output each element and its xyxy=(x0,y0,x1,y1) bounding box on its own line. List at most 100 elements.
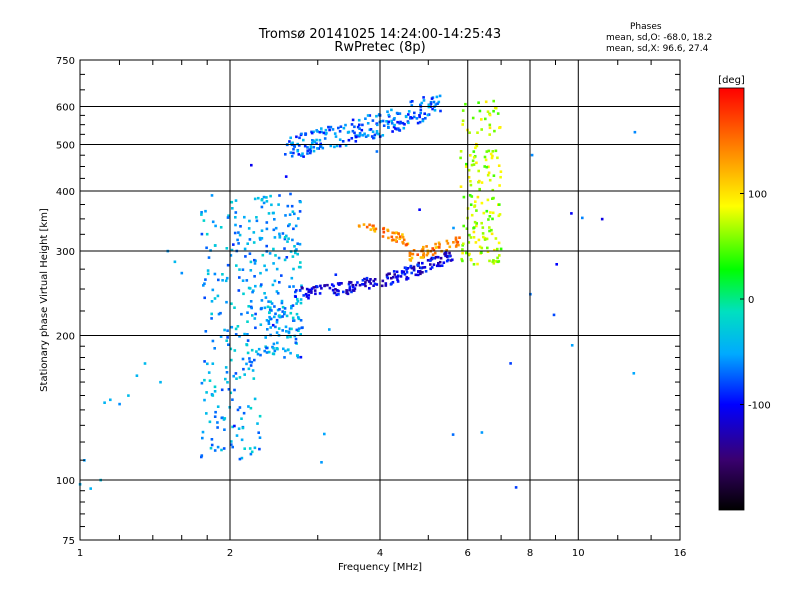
data-point xyxy=(231,425,234,429)
data-point xyxy=(494,149,498,153)
data-point xyxy=(487,171,491,175)
data-point xyxy=(342,290,345,294)
data-point xyxy=(248,219,251,223)
data-point xyxy=(482,211,486,215)
data-point xyxy=(395,128,399,131)
data-point xyxy=(488,226,491,229)
data-point xyxy=(407,110,411,113)
data-point xyxy=(272,352,276,356)
data-point xyxy=(486,110,490,113)
data-point xyxy=(235,434,239,437)
data-point xyxy=(362,223,366,226)
data-point xyxy=(282,347,285,351)
data-point xyxy=(244,255,247,258)
data-point xyxy=(318,292,322,295)
data-point xyxy=(442,261,446,264)
data-point xyxy=(488,215,492,218)
data-point xyxy=(297,327,301,330)
data-point xyxy=(474,146,477,150)
data-point xyxy=(306,149,309,152)
data-point xyxy=(299,355,303,359)
data-point xyxy=(492,196,495,200)
data-point xyxy=(238,276,241,279)
data-point xyxy=(333,291,337,295)
data-point xyxy=(334,135,338,138)
data-point xyxy=(269,194,272,198)
data-point xyxy=(323,284,327,287)
data-point xyxy=(242,411,246,415)
data-point xyxy=(290,204,294,208)
data-point xyxy=(474,200,477,203)
data-point xyxy=(297,217,300,220)
data-point xyxy=(245,279,249,282)
data-point xyxy=(274,226,278,230)
data-point xyxy=(305,295,309,298)
data-point xyxy=(443,252,446,256)
data-point xyxy=(224,377,227,381)
data-point xyxy=(484,158,488,162)
data-point xyxy=(300,284,303,288)
data-point xyxy=(243,373,246,376)
data-point xyxy=(475,222,478,225)
data-point xyxy=(328,328,331,331)
data-point xyxy=(300,132,303,136)
data-point xyxy=(431,247,434,250)
data-point xyxy=(421,256,425,259)
data-point xyxy=(436,102,439,105)
data-point xyxy=(485,150,489,153)
data-point xyxy=(460,257,463,261)
data-point xyxy=(306,146,309,149)
data-point xyxy=(213,449,217,452)
data-point xyxy=(439,109,442,113)
data-point xyxy=(248,252,252,255)
data-point xyxy=(410,256,414,260)
data-point xyxy=(220,448,223,452)
data-point xyxy=(213,415,217,418)
data-point xyxy=(410,271,413,275)
data-point xyxy=(409,259,413,262)
data-point xyxy=(498,213,502,216)
data-point xyxy=(290,305,293,308)
data-point xyxy=(296,300,300,303)
data-point xyxy=(400,270,404,273)
data-point xyxy=(273,315,276,319)
data-point xyxy=(332,284,335,288)
chart-title: Tromsø 20141025 14:24:00-14:25:43 xyxy=(258,27,502,42)
data-point xyxy=(353,125,356,129)
data-point xyxy=(267,322,271,325)
data-point xyxy=(231,398,234,401)
data-point xyxy=(294,251,297,255)
data-point xyxy=(461,119,465,123)
data-point xyxy=(205,232,209,236)
data-point xyxy=(328,286,332,290)
data-point xyxy=(287,348,290,351)
data-point xyxy=(351,118,355,122)
data-point xyxy=(419,108,423,112)
data-point xyxy=(204,278,207,281)
data-point xyxy=(233,306,236,309)
data-point xyxy=(305,287,309,291)
data-point xyxy=(250,163,253,167)
data-point xyxy=(118,402,121,406)
data-point xyxy=(214,224,217,228)
data-point xyxy=(242,367,245,371)
data-point xyxy=(275,267,279,271)
data-point xyxy=(292,227,295,231)
data-point xyxy=(339,125,343,128)
chart-subtitle: RwPretec (8p) xyxy=(334,40,426,55)
data-point xyxy=(241,279,245,282)
data-point xyxy=(364,284,367,288)
data-point xyxy=(209,446,213,450)
data-point xyxy=(351,284,354,287)
data-point xyxy=(398,235,402,238)
data-point xyxy=(461,251,464,255)
data-point xyxy=(246,242,249,245)
data-point xyxy=(240,456,244,460)
data-point xyxy=(292,285,295,288)
data-point xyxy=(238,335,241,338)
data-point xyxy=(237,289,241,292)
data-point xyxy=(263,292,266,295)
data-point xyxy=(211,288,215,292)
data-point xyxy=(348,285,352,289)
data-point xyxy=(283,312,286,316)
